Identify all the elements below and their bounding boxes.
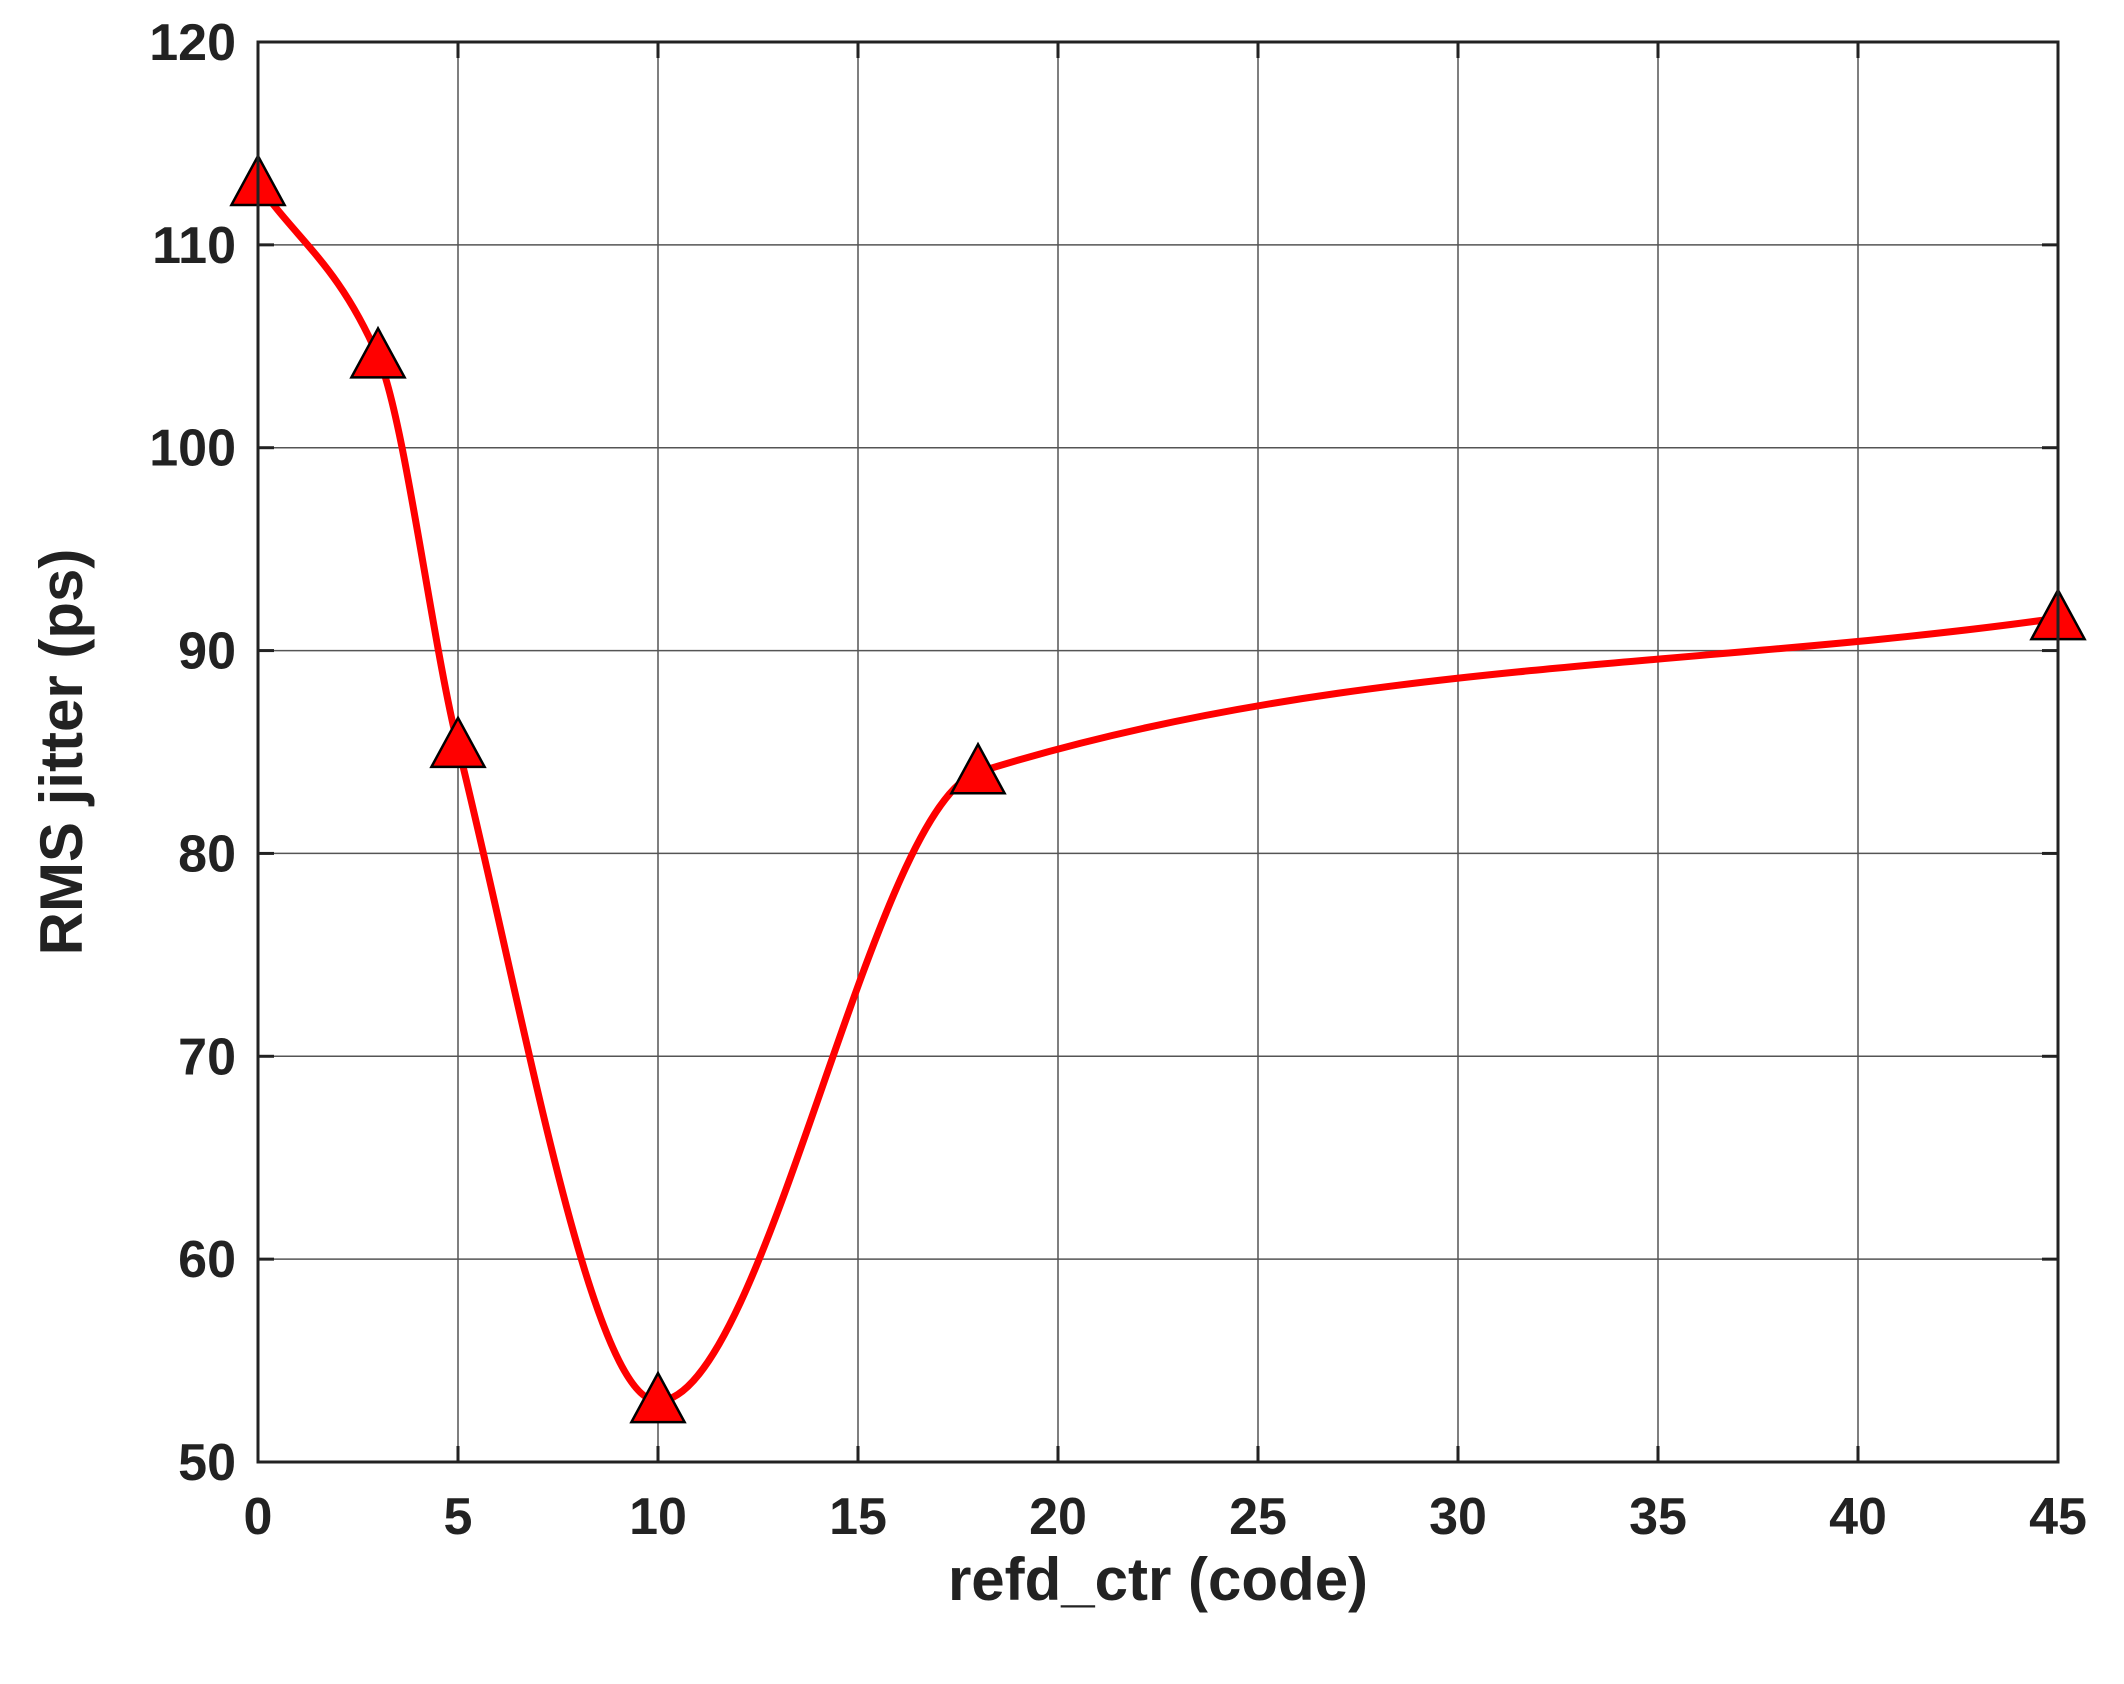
data-point-marker xyxy=(349,325,407,379)
y-axis-ticks: 50 60 70 80 90 100 110 120 xyxy=(149,14,2058,1492)
plot-frame xyxy=(256,40,2060,1464)
x-tick-label: 35 xyxy=(1629,1488,1687,1546)
data-point-marker xyxy=(949,741,1007,795)
x-tick-label: 25 xyxy=(1229,1488,1287,1546)
y-tick-label: 90 xyxy=(178,623,236,681)
data-point-marker xyxy=(429,715,487,769)
x-tick-label: 0 xyxy=(244,1488,273,1546)
y-tick-label: 120 xyxy=(149,14,236,72)
y-tick-label: 100 xyxy=(149,420,236,478)
y-tick-label: 110 xyxy=(152,217,236,275)
data-point-marker xyxy=(629,1370,687,1424)
x-tick-label: 10 xyxy=(629,1488,687,1546)
x-tick-label: 5 xyxy=(444,1488,473,1546)
y-tick-label: 80 xyxy=(178,825,236,883)
x-axis-label: refd_ctr (code) xyxy=(948,1546,1368,1613)
x-axis-ticks: 0 5 10 15 20 25 30 35 40 45 xyxy=(244,42,2087,1546)
x-tick-label: 20 xyxy=(1029,1488,1087,1546)
x-tick-label: 15 xyxy=(829,1488,887,1546)
y-tick-label: 70 xyxy=(178,1028,236,1086)
y-tick-label: 50 xyxy=(178,1434,236,1492)
series-layer xyxy=(229,153,2087,1424)
x-tick-label: 45 xyxy=(2029,1488,2087,1546)
y-tick-label: 60 xyxy=(178,1231,236,1289)
x-tick-label: 30 xyxy=(1429,1488,1487,1546)
x-tick-label: 40 xyxy=(1829,1488,1887,1546)
y-axis-label: RMS jitter (ps) xyxy=(28,549,95,956)
